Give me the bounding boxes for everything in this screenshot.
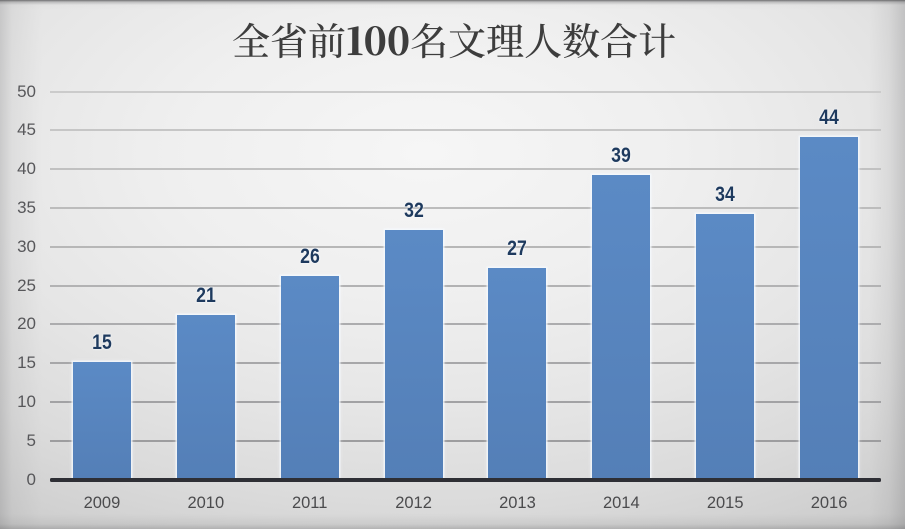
x-tick-label-2013: 2013 <box>499 494 536 512</box>
data-label-2012: 32 <box>403 198 424 222</box>
data-label-2010: 21 <box>195 284 216 308</box>
x-tick-label-2010: 2010 <box>187 494 225 512</box>
y-tick-label-10: 10 <box>17 391 36 411</box>
y-tick-label-40: 40 <box>17 159 36 179</box>
y-tick-label-30: 30 <box>17 236 36 256</box>
x-tick-label-2014: 2014 <box>602 494 640 512</box>
bar-2016 <box>800 136 859 478</box>
y-tick-label-25: 25 <box>17 275 36 295</box>
chart-title: 全省前100名文理人数合计 <box>232 9 678 69</box>
data-label-2011: 26 <box>299 245 320 269</box>
gridline-15 <box>50 362 881 365</box>
x-tick-label-2009: 2009 <box>83 494 121 512</box>
y-tick-label-45: 45 <box>17 120 36 140</box>
y-tick-label-0: 0 <box>26 469 36 489</box>
gridline-30 <box>50 245 881 248</box>
data-label-2013: 27 <box>507 237 528 261</box>
data-label-2016: 44 <box>819 105 839 129</box>
gridline-20 <box>50 323 881 326</box>
bar-2012 <box>384 229 443 478</box>
gridline-35 <box>50 206 881 209</box>
gridline-40 <box>50 168 881 171</box>
bar-2010 <box>176 315 235 478</box>
gridline-5 <box>50 439 881 442</box>
data-label-2009: 15 <box>92 330 112 354</box>
bar-2014 <box>592 175 651 478</box>
x-axis-line <box>50 477 881 482</box>
gridline-45 <box>50 129 881 132</box>
bar-2013 <box>488 268 547 478</box>
y-tick-label-5: 5 <box>26 430 36 450</box>
y-tick-label-20: 20 <box>17 314 36 334</box>
chart-title-glyphs <box>233 22 675 59</box>
y-tick-label-15: 15 <box>17 353 36 373</box>
x-tick-label-2011: 2011 <box>291 494 328 512</box>
data-label-2015: 34 <box>715 183 735 207</box>
x-tick-label-2012: 2012 <box>395 494 432 512</box>
data-label-2014: 39 <box>611 144 632 168</box>
gridline-25 <box>50 284 881 287</box>
y-tick-label-50: 50 <box>17 81 36 101</box>
y-tick-label-35: 35 <box>17 197 36 217</box>
bar-2009 <box>72 361 131 478</box>
x-tick-label-2015: 2015 <box>706 494 744 512</box>
bar-2015 <box>696 214 755 478</box>
gridline-10 <box>50 400 881 403</box>
bar-2011 <box>280 276 339 478</box>
x-tick-label-2016: 2016 <box>810 494 848 512</box>
gridline-50 <box>50 90 881 93</box>
